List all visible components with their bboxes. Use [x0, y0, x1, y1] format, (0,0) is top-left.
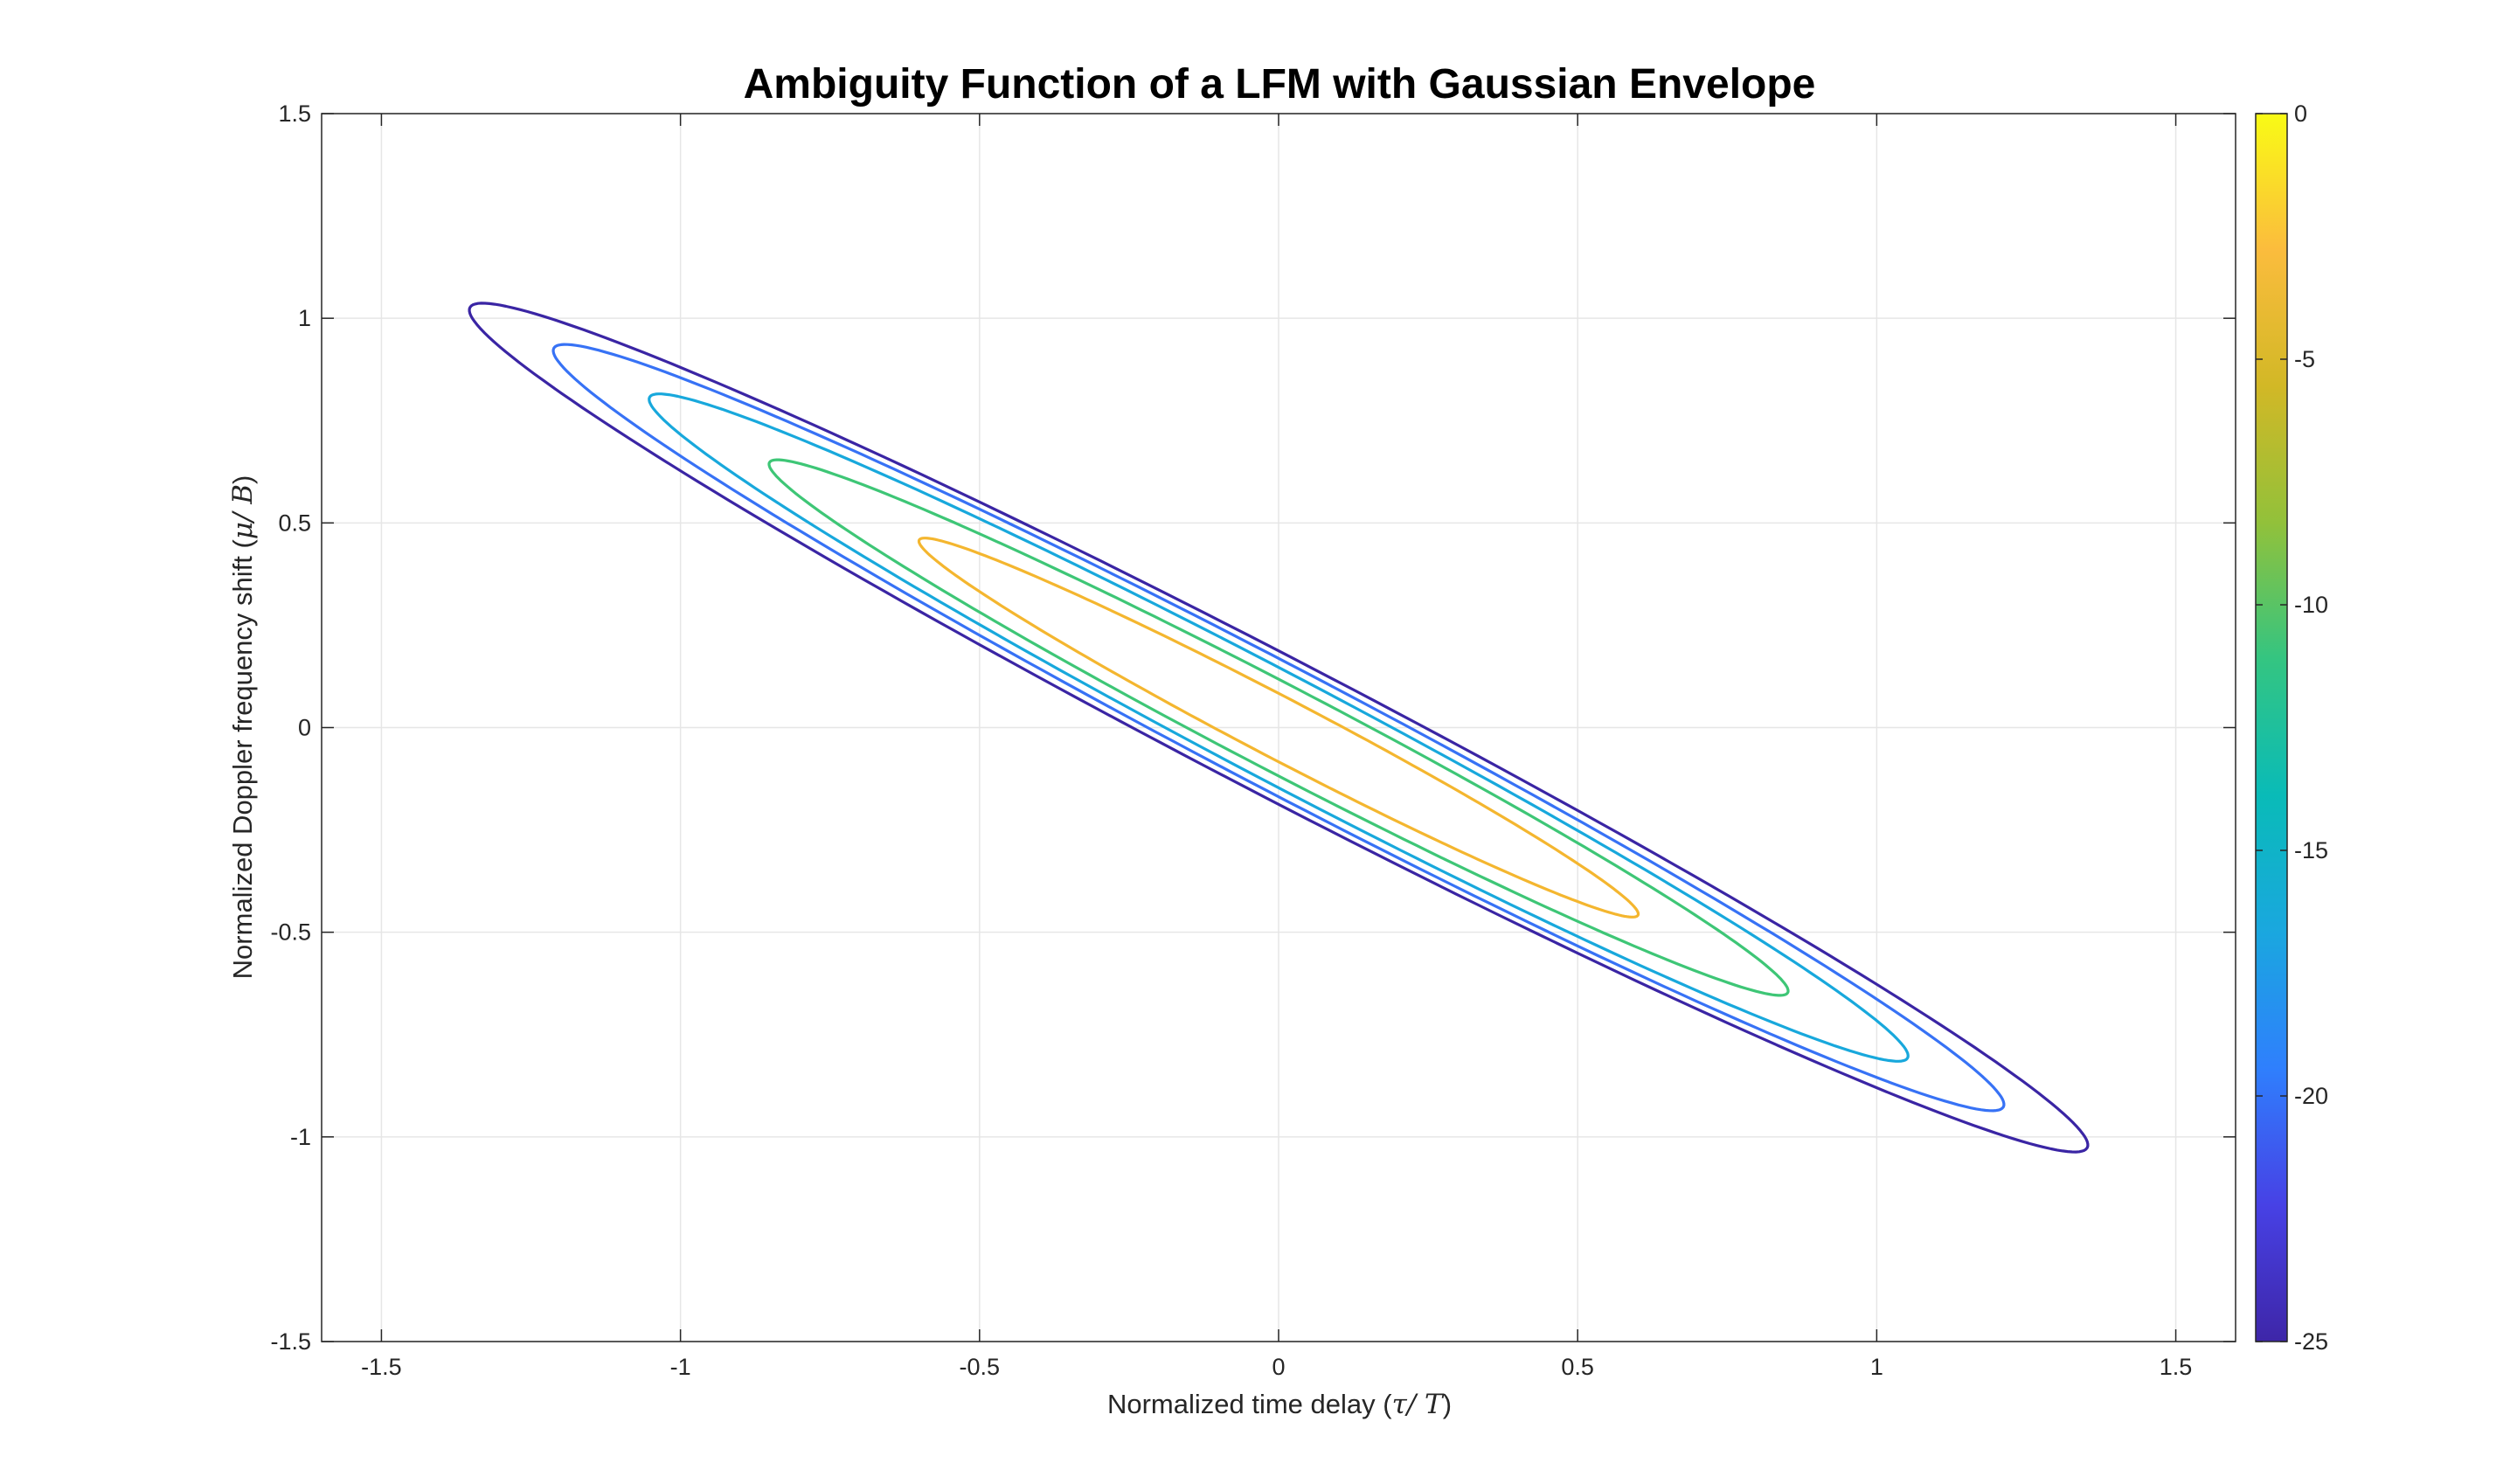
colorbar-tick-label: -25	[2294, 1328, 2328, 1355]
y-tick-label: 0	[298, 715, 311, 741]
x-axis-label: Normalized time delay (τ/ T)	[1107, 1389, 1452, 1420]
y-tick-label: 0.5	[278, 510, 311, 536]
colorbar-tick-label: -10	[2294, 592, 2328, 618]
x-tick-label: 0	[1272, 1354, 1285, 1380]
y-tick-label: -0.5	[270, 919, 311, 946]
x-tick-label: 1.5	[2160, 1354, 2193, 1380]
x-tick-label: -1.5	[361, 1354, 402, 1380]
x-tick-label: -0.5	[960, 1354, 1001, 1380]
colorbar-tick-label: 0	[2294, 101, 2307, 127]
chart-title: Ambiguity Function of a LFM with Gaussia…	[744, 61, 1816, 107]
colorbar-tick-label: -5	[2294, 346, 2315, 372]
y-axis-label: Normalized Doppler frequency shift (μ/ B…	[227, 475, 259, 980]
x-tick-label: -1	[670, 1354, 691, 1380]
y-tick-label: 1	[298, 305, 311, 331]
contour-line	[917, 537, 1640, 919]
colorbar-ticks: 0 -5 -10 -15 -20 -25	[2256, 101, 2328, 1355]
colorbar-gradient	[2255, 113, 2288, 1342]
colorbar-tick-label: -20	[2294, 1083, 2328, 1109]
x-tick-label: 1	[1870, 1354, 1883, 1380]
contour-layer	[468, 302, 2090, 1154]
y-tick-label: -1	[290, 1124, 311, 1150]
y-tick-label: -1.5	[270, 1328, 311, 1355]
contour-line	[468, 302, 2090, 1154]
contour-line	[551, 343, 2006, 1113]
grid	[322, 113, 2236, 1342]
contour-line	[648, 392, 1910, 1063]
axis-ticks: -1.5 -1 -0.5 0 0.5 1 1.5 -1.5 -1 -0.5 0 0.5 1 1.5	[270, 101, 2236, 1380]
colorbar-tick-label: -15	[2294, 837, 2328, 863]
colorbar: 0 -5 -10 -15 -20 -25	[2255, 101, 2328, 1355]
x-tick-label: 0.5	[1561, 1354, 1594, 1380]
contour-line	[767, 458, 1790, 997]
y-tick-label: 1.5	[278, 101, 311, 127]
